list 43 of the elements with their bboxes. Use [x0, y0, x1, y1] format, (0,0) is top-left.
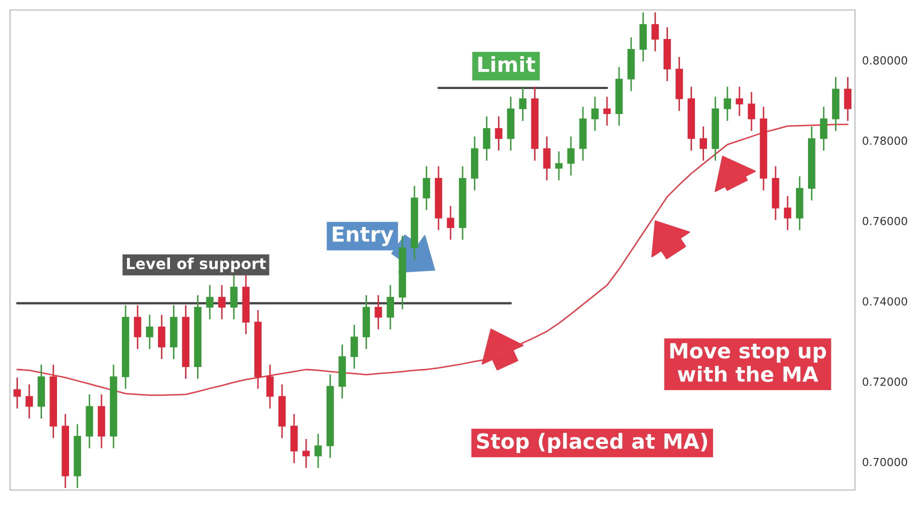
candlestick — [700, 126, 707, 162]
candlestick — [14, 376, 21, 410]
y-tick-label: 0.80000 — [862, 56, 908, 65]
candlestick — [736, 86, 744, 117]
candlestick — [158, 314, 166, 360]
candlestick — [314, 433, 322, 469]
candlestick — [206, 284, 214, 320]
annotation: Stop (placed at MA) — [477, 432, 708, 454]
candlestick — [422, 166, 430, 211]
candlestick — [266, 364, 274, 410]
candlestick — [302, 438, 310, 469]
candlestick — [26, 384, 33, 420]
candlestick — [230, 274, 238, 320]
annotation: Move stop up with the MA — [670, 343, 826, 382]
y-tick-label: 0.70000 — [862, 458, 908, 466]
candlestick — [134, 304, 142, 350]
candlestick — [386, 284, 394, 330]
candlestick — [350, 324, 358, 370]
y-tick-label: 0.76000 — [862, 216, 908, 226]
candlestick — [374, 294, 382, 330]
candlestick — [652, 12, 659, 52]
candlestick — [483, 116, 490, 162]
annotation: Level of support — [127, 257, 266, 272]
y-tick-label: 0.72000 — [862, 378, 908, 386]
candlestick — [784, 195, 792, 231]
candlestick — [146, 314, 154, 350]
candlestick — [820, 106, 828, 152]
candlestick — [567, 136, 575, 176]
candlestick — [591, 96, 599, 132]
candlestick — [519, 86, 526, 122]
candlestick — [724, 86, 732, 122]
y-tick-label: 0.78000 — [862, 136, 908, 145]
annotation: Entry — [332, 226, 394, 246]
candlestick — [543, 136, 551, 182]
candlestick — [495, 116, 502, 152]
y-tick-label: 0.74000 — [862, 297, 908, 306]
candlestick — [844, 76, 852, 122]
candlestick — [555, 150, 563, 182]
candlestick — [748, 91, 756, 132]
candlestick — [446, 205, 454, 240]
candlestick — [218, 284, 226, 320]
annotation: Limit — [478, 56, 536, 72]
candlestick — [603, 96, 611, 126]
